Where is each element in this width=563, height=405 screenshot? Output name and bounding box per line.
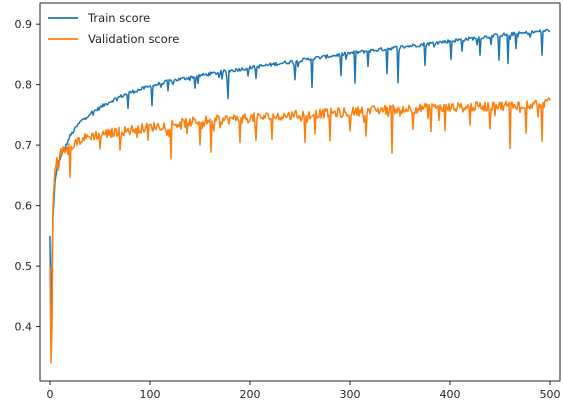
plot-frame: [39, 2, 561, 382]
legend-label: Validation score: [88, 32, 179, 46]
y-tick-label: 0.6: [15, 200, 33, 213]
legend-label: Train score: [87, 11, 150, 25]
x-tick-label: 500: [540, 388, 561, 401]
series-line-validation-score: [49, 97, 551, 364]
y-tick-label: 0.9: [15, 18, 33, 31]
x-tick-label: 300: [340, 388, 361, 401]
y-tick-label: 0.5: [15, 260, 33, 273]
x-tick-label: 200: [240, 388, 261, 401]
y-axis: 0.4 0.5 0.6 0.7 0.8 0.9: [15, 18, 40, 334]
x-tick-label: 0: [47, 388, 54, 401]
x-tick-label: 100: [140, 388, 161, 401]
x-axis: 0 100 200 300 400 500: [47, 381, 561, 401]
y-tick-label: 0.4: [15, 321, 33, 334]
series-line-train-score: [49, 28, 551, 346]
y-tick-label: 0.8: [15, 79, 33, 92]
legend: Train score Validation score: [48, 11, 179, 46]
y-tick-label: 0.7: [15, 139, 33, 152]
plot-background: [40, 3, 560, 381]
x-tick-label: 400: [440, 388, 461, 401]
series-layer: [49, 28, 551, 364]
